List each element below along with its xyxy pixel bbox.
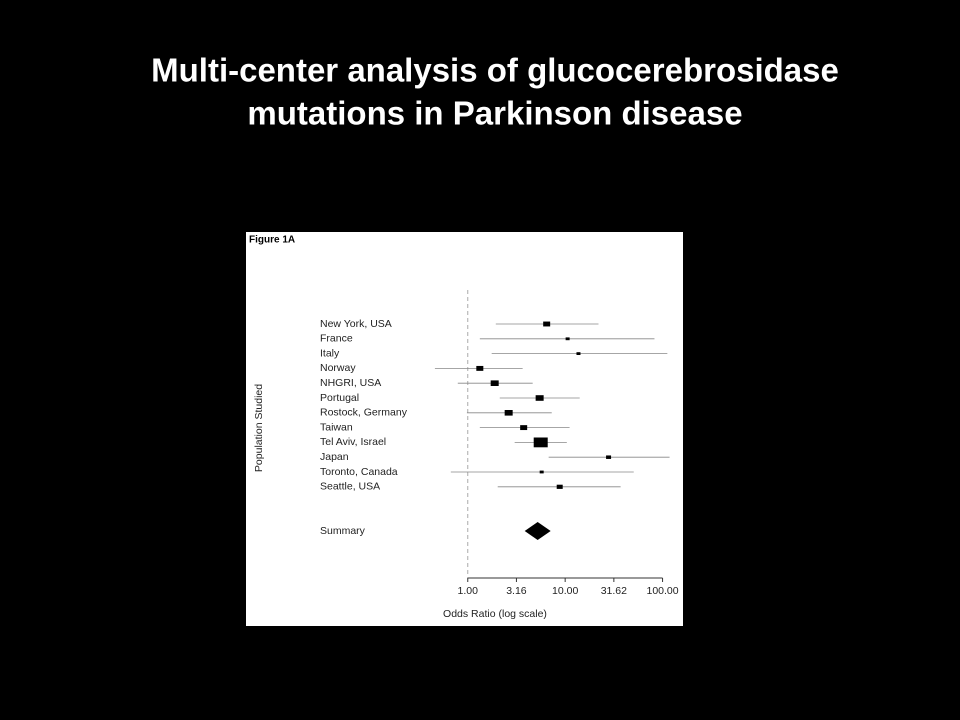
point-box	[543, 321, 551, 327]
point-box	[565, 337, 570, 341]
point-box	[576, 352, 581, 355]
title-line: mutations in Parkinson disease	[247, 95, 742, 132]
category-label: Seattle, USA	[320, 481, 380, 493]
category-label: Italy	[320, 347, 340, 359]
summary-diamond	[524, 522, 551, 540]
x-tick-label: 10.00	[552, 585, 578, 597]
point-box	[606, 455, 612, 459]
point-box	[533, 437, 548, 448]
point-box	[535, 395, 544, 401]
point-box	[539, 470, 544, 474]
category-label: Rostock, Germany	[320, 407, 408, 419]
category-label: Tel Aviv, Israel	[320, 436, 386, 448]
title-line: Multi-center analysis of glucocerebrosid…	[151, 52, 839, 89]
point-box	[556, 484, 563, 489]
x-tick-label: 31.62	[601, 585, 627, 597]
category-label: France	[320, 333, 353, 345]
point-box	[520, 425, 528, 431]
point-box	[504, 410, 513, 416]
y-axis-label: Population Studied	[253, 384, 265, 472]
summary-label: Summary	[320, 525, 366, 537]
point-box	[490, 380, 499, 386]
category-label: Taiwan	[320, 421, 353, 433]
x-tick-label: 100.00	[646, 585, 678, 597]
figure-panel	[246, 232, 683, 626]
category-label: Portugal	[320, 392, 359, 404]
panel-label: Figure 1A	[249, 235, 295, 246]
x-tick-label: 1.00	[458, 585, 479, 597]
point-box	[476, 365, 484, 371]
category-label: Norway	[320, 362, 356, 374]
category-label: Toronto, Canada	[320, 466, 398, 478]
category-label: New York, USA	[320, 318, 392, 330]
category-label: Japan	[320, 451, 349, 463]
x-axis-label: Odds Ratio (log scale)	[443, 608, 547, 620]
x-tick-label: 3.16	[506, 585, 527, 597]
category-label: NHGRI, USA	[320, 377, 381, 389]
